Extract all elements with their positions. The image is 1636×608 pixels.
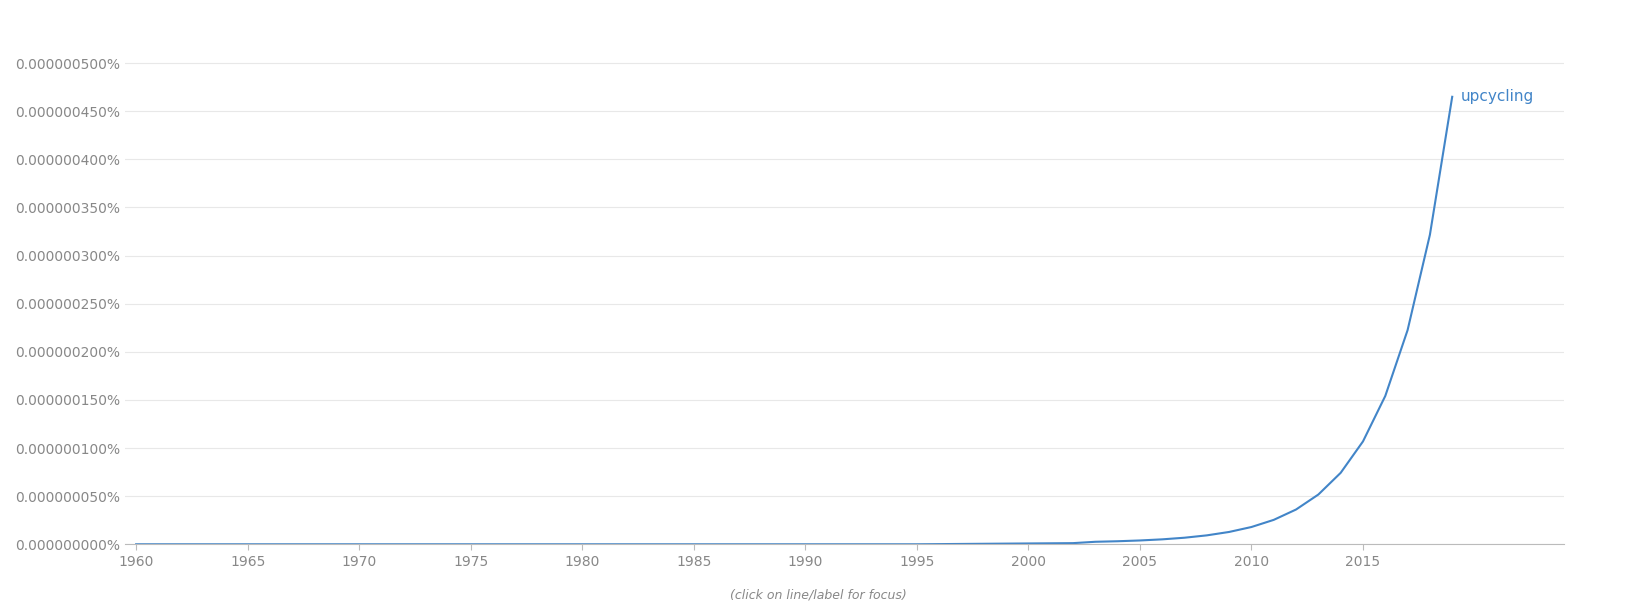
Text: (click on line/label for focus): (click on line/label for focus) xyxy=(730,589,906,602)
Text: upcycling: upcycling xyxy=(1461,89,1535,105)
